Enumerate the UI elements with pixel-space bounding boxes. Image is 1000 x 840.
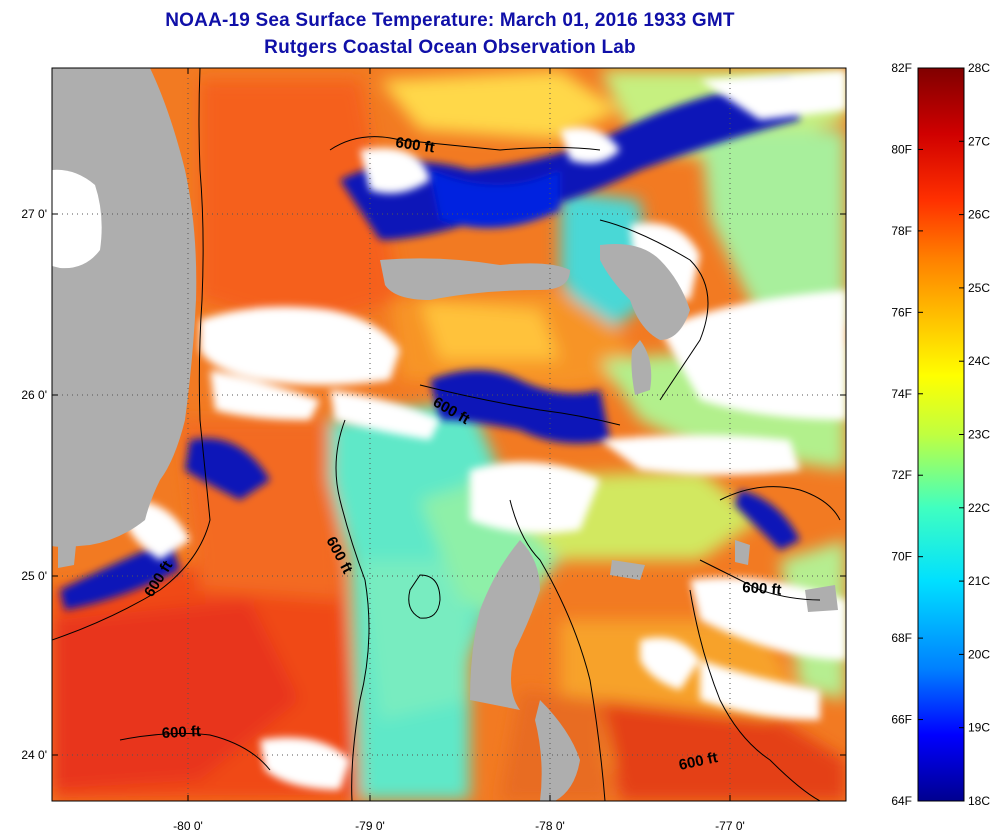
colorbar-celsius-label: 22C	[968, 501, 990, 515]
lat-tick-label: 26 0'	[21, 388, 47, 402]
colorbar-celsius-label: 25C	[968, 281, 990, 295]
colorbar-celsius-label: 27C	[968, 134, 990, 148]
colorbar-celsius-label: 24C	[968, 354, 990, 368]
contour-label-600ft: 600 ft	[742, 579, 782, 599]
lon-tick-label: -80 0'	[173, 819, 203, 833]
cloud-cover	[125, 70, 846, 790]
colorbar-fahrenheit-label: 82F	[891, 61, 912, 75]
map-frame	[51, 67, 847, 802]
lat-tick-label: 25 0'	[21, 569, 47, 583]
lon-tick-label: -78 0'	[535, 819, 565, 833]
colorbar-fahrenheit-label: 78F	[891, 224, 912, 238]
colorbar-celsius-label: 21C	[968, 574, 990, 588]
contour-label-600ft: 600 ft	[394, 134, 435, 156]
colorbar-fahrenheit-label: 70F	[891, 550, 912, 564]
lon-tick-label: -79 0'	[355, 819, 385, 833]
colorbar-fahrenheit-label: 74F	[891, 387, 912, 401]
landmass	[52, 68, 838, 801]
axis-ticks	[52, 68, 846, 801]
map-title: NOAA-19 Sea Surface Temperature: March 0…	[165, 10, 735, 31]
colorbar-celsius-label: 19C	[968, 721, 990, 735]
colorbar-celsius-label: 28C	[968, 61, 990, 75]
colorbar-fahrenheit-label: 72F	[891, 468, 912, 482]
colorbar-fahrenheit-label: 80F	[891, 142, 912, 156]
map-subtitle: Rutgers Coastal Ocean Observation Lab	[264, 37, 636, 58]
colorbar-fahrenheit-label: 76F	[891, 305, 912, 319]
colorbar-celsius-label: 23C	[968, 428, 990, 442]
lat-tick-label: 27 0'	[21, 207, 47, 221]
colorbar-celsius-label: 20C	[968, 647, 990, 661]
isobath-contours	[52, 68, 841, 801]
sst-map-panel: 600 ft 600 ft 600 ft 600 ft 600 ft 600 f…	[52, 68, 846, 801]
colorbar-gradient	[917, 67, 965, 802]
map-grid	[52, 68, 846, 801]
colorbar-celsius-label: 18C	[968, 794, 990, 808]
colorbar-fahrenheit-label: 64F	[891, 794, 912, 808]
lon-tick-label: -77 0'	[715, 819, 745, 833]
contour-label-600ft: 600 ft	[161, 723, 201, 742]
colorbar-celsius-label: 26C	[968, 208, 990, 222]
colorbar-fahrenheit-label: 68F	[891, 631, 912, 645]
lat-tick-label: 24 0'	[21, 748, 47, 762]
colorbar-fahrenheit-label: 66F	[891, 713, 912, 727]
temperature-colorbar: 82F 80F 78F 76F 74F 72F 70F 68F 66F 64F 28C 27C 26C…	[891, 61, 990, 808]
